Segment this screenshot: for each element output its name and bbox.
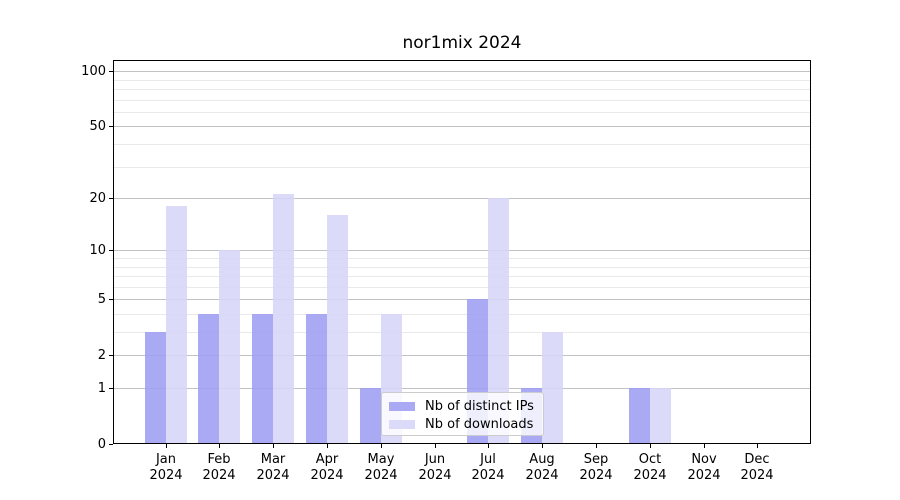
minor-gridline <box>114 267 810 268</box>
x-tick-mark <box>704 444 705 448</box>
x-tick-mark <box>219 444 220 448</box>
major-gridline <box>114 71 810 72</box>
bar-distinct-ips-may <box>360 388 381 443</box>
minor-gridline <box>114 258 810 259</box>
major-gridline <box>114 299 810 300</box>
x-tick-mark <box>596 444 597 448</box>
legend-label-distinct-ips: Nb of distinct IPs <box>425 398 534 414</box>
x-tick-mark <box>435 444 436 448</box>
minor-gridline <box>114 276 810 277</box>
x-tick-label: Feb 2024 <box>202 452 236 483</box>
minor-gridline <box>114 287 810 288</box>
bar-distinct-ips-feb <box>198 314 219 443</box>
minor-gridline <box>114 332 810 333</box>
chart-title: nor1mix 2024 <box>402 33 522 53</box>
bar-downloads-apr <box>327 215 348 443</box>
x-tick-mark <box>327 444 328 448</box>
x-tick-label: Jul 2024 <box>471 452 505 483</box>
y-tick-mark <box>109 444 113 445</box>
x-tick-mark <box>273 444 274 448</box>
bar-distinct-ips-mar <box>252 314 273 443</box>
bar-downloads-aug <box>542 332 563 443</box>
y-tick-label: 20 <box>89 191 106 206</box>
x-tick-label: Oct 2024 <box>633 452 667 483</box>
minor-gridline <box>114 80 810 81</box>
major-gridline <box>114 355 810 356</box>
major-gridline <box>114 250 810 251</box>
legend-item-downloads: Nb of downloads <box>389 415 537 433</box>
legend-swatch-downloads <box>389 419 415 429</box>
x-tick-mark <box>650 444 651 448</box>
minor-gridline <box>114 100 810 101</box>
x-tick-label: Sep 2024 <box>579 452 613 483</box>
major-gridline <box>114 198 810 199</box>
minor-gridline <box>114 112 810 113</box>
legend-swatch-distinct-ips <box>389 401 415 411</box>
x-tick-label: May 2024 <box>364 452 398 483</box>
minor-gridline <box>114 167 810 168</box>
bar-distinct-ips-oct <box>629 388 650 443</box>
y-tick-label: 2 <box>97 348 106 363</box>
y-tick-mark <box>109 250 113 251</box>
major-gridline <box>114 126 810 127</box>
plot-area: Nb of distinct IPs Nb of downloads <box>113 60 811 444</box>
legend-item-distinct-ips: Nb of distinct IPs <box>389 397 537 415</box>
x-tick-mark <box>381 444 382 448</box>
x-tick-mark <box>542 444 543 448</box>
y-tick-mark <box>109 198 113 199</box>
minor-gridline <box>114 314 810 315</box>
minor-gridline <box>114 144 810 145</box>
y-tick-label: 1 <box>97 381 106 396</box>
x-tick-label: Nov 2024 <box>687 452 721 483</box>
bar-downloads-mar <box>273 194 294 443</box>
x-tick-label: Dec 2024 <box>740 452 774 483</box>
legend: Nb of distinct IPs Nb of downloads <box>381 392 544 436</box>
bar-distinct-ips-jan <box>145 332 166 443</box>
y-tick-mark <box>109 355 113 356</box>
bar-downloads-jan <box>166 206 187 443</box>
major-gridline <box>114 388 810 389</box>
bar-downloads-jul <box>488 198 509 443</box>
x-tick-mark <box>166 444 167 448</box>
x-tick-label: Jun 2024 <box>418 452 452 483</box>
bar-distinct-ips-apr <box>306 314 327 443</box>
y-tick-mark <box>109 388 113 389</box>
y-tick-label: 5 <box>97 292 106 307</box>
y-tick-label: 0 <box>97 437 106 452</box>
y-tick-label: 50 <box>89 119 106 134</box>
x-tick-label: Jan 2024 <box>149 452 183 483</box>
y-tick-mark <box>109 71 113 72</box>
legend-label-downloads: Nb of downloads <box>425 416 534 432</box>
x-tick-label: Mar 2024 <box>256 452 290 483</box>
bar-downloads-oct <box>650 388 671 443</box>
y-tick-label: 10 <box>89 243 106 258</box>
y-tick-mark <box>109 126 113 127</box>
y-tick-label: 100 <box>81 64 106 79</box>
x-tick-label: Apr 2024 <box>310 452 344 483</box>
y-tick-mark <box>109 299 113 300</box>
x-tick-mark <box>488 444 489 448</box>
bar-downloads-feb <box>219 250 240 443</box>
minor-gridline <box>114 89 810 90</box>
x-tick-mark <box>757 444 758 448</box>
x-tick-label: Aug 2024 <box>525 452 559 483</box>
